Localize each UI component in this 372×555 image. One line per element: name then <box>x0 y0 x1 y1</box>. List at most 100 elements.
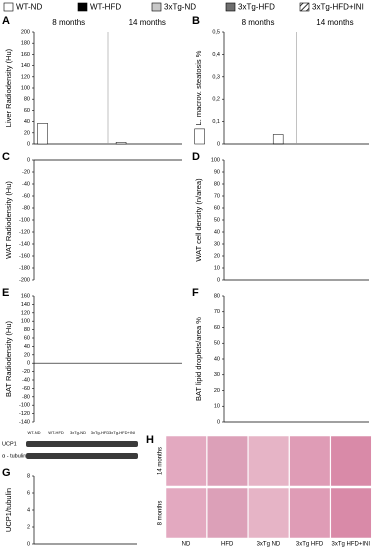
y-tick-label: -100 <box>19 403 30 409</box>
y-tick-label: -140 <box>19 419 30 425</box>
legend-swatch <box>299 2 310 12</box>
y-tick-label: 120 <box>21 74 30 80</box>
y-tick-label: 20 <box>24 130 30 136</box>
blot-lane-label: 3xTg-HFD+INI <box>109 430 135 435</box>
y-tick-label: 0 <box>27 157 30 163</box>
y-tick-label: 30 <box>214 372 220 378</box>
y-tick-label: -60 <box>22 386 30 392</box>
y-tick-label: 10 <box>214 265 220 271</box>
y-tick-label: 50 <box>214 341 220 347</box>
histology-image <box>330 487 372 539</box>
y-axis-label: UCP1/tubulin <box>4 488 13 532</box>
column-label: 3xTg ND <box>257 542 281 548</box>
y-tick-label: 140 <box>21 63 30 69</box>
column-label: HFD <box>221 542 234 548</box>
legend-swatch <box>151 2 162 12</box>
row-label: 14 months <box>158 447 164 475</box>
y-tick-label: -160 <box>19 253 30 259</box>
y-tick-label: 60 <box>214 325 220 331</box>
y-tick-label: 70 <box>214 193 220 199</box>
y-tick-label: 20 <box>24 352 30 358</box>
y-axis-label: WAT Radiodensity (Hu) <box>4 181 13 259</box>
panel-letter: G <box>2 467 11 479</box>
y-tick-label: 0 <box>217 277 220 283</box>
legend-label: 3xTg-HFD+INI <box>312 3 364 12</box>
blot-band <box>26 453 138 459</box>
histology-image <box>289 435 331 487</box>
y-tick-label: 100 <box>211 157 220 163</box>
bar <box>115 142 127 145</box>
panel-letter: A <box>2 15 10 27</box>
y-tick-label: -120 <box>19 229 30 235</box>
y-tick-label: 40 <box>24 344 30 350</box>
y-tick-label: -40 <box>22 181 30 187</box>
y-axis-label: BAT lipid droplets/area % <box>194 317 203 401</box>
legend-label: WT-ND <box>16 3 42 12</box>
y-axis-label: WAT cell density (n/area) <box>194 178 203 262</box>
y-tick-label: 0,3 <box>212 74 220 80</box>
column-label: 3xTg HFD+INI <box>332 542 371 548</box>
legend-label: 3xTg-HFD <box>238 3 275 12</box>
y-tick-label: -20 <box>22 169 30 175</box>
histology-image <box>206 487 248 539</box>
y-tick-label: 0 <box>27 361 30 367</box>
column-label: ND <box>182 542 191 548</box>
y-tick-label: 160 <box>21 52 30 58</box>
y-tick-label: 140 <box>21 302 30 308</box>
y-tick-label: 0,5 <box>212 29 220 35</box>
panel-letter: F <box>192 287 199 299</box>
blot-lane-label: WT-ND <box>27 430 40 435</box>
y-axis-label: L. macrov. steatosis % <box>194 50 203 125</box>
y-tick-label: -140 <box>19 241 30 247</box>
histology-image <box>165 435 207 487</box>
y-tick-label: 8 <box>27 473 30 479</box>
y-tick-label: 40 <box>214 356 220 362</box>
histology-image <box>165 487 207 539</box>
y-tick-label: -80 <box>22 394 30 400</box>
y-tick-label: 60 <box>214 205 220 211</box>
panel-letter: B <box>192 15 200 27</box>
y-tick-label: 200 <box>21 29 30 35</box>
blot-lane-label: 3xTg-ND <box>70 430 86 435</box>
y-tick-label: 40 <box>24 119 30 125</box>
y-tick-label: -180 <box>19 265 30 271</box>
y-tick-label: 90 <box>214 169 220 175</box>
blot-row-label: α - tubulin <box>2 453 26 459</box>
y-tick-label: 6 <box>27 490 30 496</box>
histology-image <box>206 435 248 487</box>
panel-letter: D <box>192 151 200 163</box>
y-tick-label: 40 <box>214 229 220 235</box>
y-tick-label: 120 <box>21 310 30 316</box>
group-label: 14 months <box>316 18 353 27</box>
y-tick-label: 70 <box>214 309 220 315</box>
y-tick-label: 100 <box>21 85 30 91</box>
y-tick-label: 60 <box>24 335 30 341</box>
legend-label: WT-HFD <box>90 3 121 12</box>
blot-row-label: UCP1 <box>2 441 17 447</box>
row-label: 8 months <box>158 501 164 526</box>
legend-label: 3xTg-ND <box>164 3 196 12</box>
y-tick-label: 10 <box>214 404 220 410</box>
y-tick-label: -120 <box>19 411 30 417</box>
y-tick-label: 0,1 <box>212 119 220 125</box>
y-tick-label: 100 <box>21 319 30 325</box>
bar <box>37 123 48 145</box>
histology-image <box>330 435 372 487</box>
y-tick-label: 50 <box>214 217 220 223</box>
bar <box>194 128 205 145</box>
group-label: 8 months <box>242 18 275 27</box>
y-tick-label: -20 <box>22 369 30 375</box>
y-axis-label: BAT Radiodensity (Hu) <box>4 321 13 398</box>
y-tick-label: 80 <box>214 181 220 187</box>
y-tick-label: 160 <box>21 293 30 299</box>
y-tick-label: 0 <box>217 141 220 147</box>
blot-lane-label: 3xTg-HFD <box>91 430 110 435</box>
y-tick-label: 0 <box>27 541 30 547</box>
y-tick-label: 20 <box>214 388 220 394</box>
group-label: 14 months <box>129 18 166 27</box>
blot-lane-label: WT-HFD <box>48 430 64 435</box>
histology-image <box>289 487 331 539</box>
y-tick-label: 80 <box>24 327 30 333</box>
panel-letter: E <box>2 287 9 299</box>
